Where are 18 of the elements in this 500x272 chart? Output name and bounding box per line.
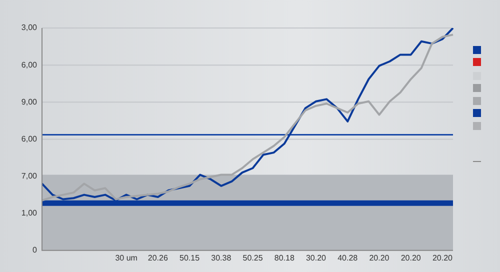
- text: 0: [32, 246, 38, 255]
- x-tick-label: 20.26: [148, 253, 168, 262]
- text: 7,00: [21, 171, 38, 180]
- x-tick-label: 20.20: [400, 253, 422, 262]
- x-tick-label: 30.20: [306, 253, 327, 262]
- x-tick-label: 50.15: [180, 253, 200, 262]
- x-tick-label: 50.25: [242, 253, 264, 262]
- x-tick-label: 20.20: [432, 253, 454, 262]
- x-tick-label: 30 um: [115, 253, 138, 262]
- x-tick-label: 30.38: [211, 253, 232, 262]
- text: 9,00: [21, 97, 38, 106]
- x-tick-label: 20.20: [369, 253, 390, 262]
- x-tick-label: 80.18: [274, 253, 295, 262]
- text: 6,00: [21, 134, 38, 144]
- x-tick-label: 40.28: [338, 253, 358, 262]
- text: 1,00: [21, 208, 38, 218]
- text: 6,00: [21, 60, 38, 70]
- text: 3,00: [21, 23, 38, 32]
